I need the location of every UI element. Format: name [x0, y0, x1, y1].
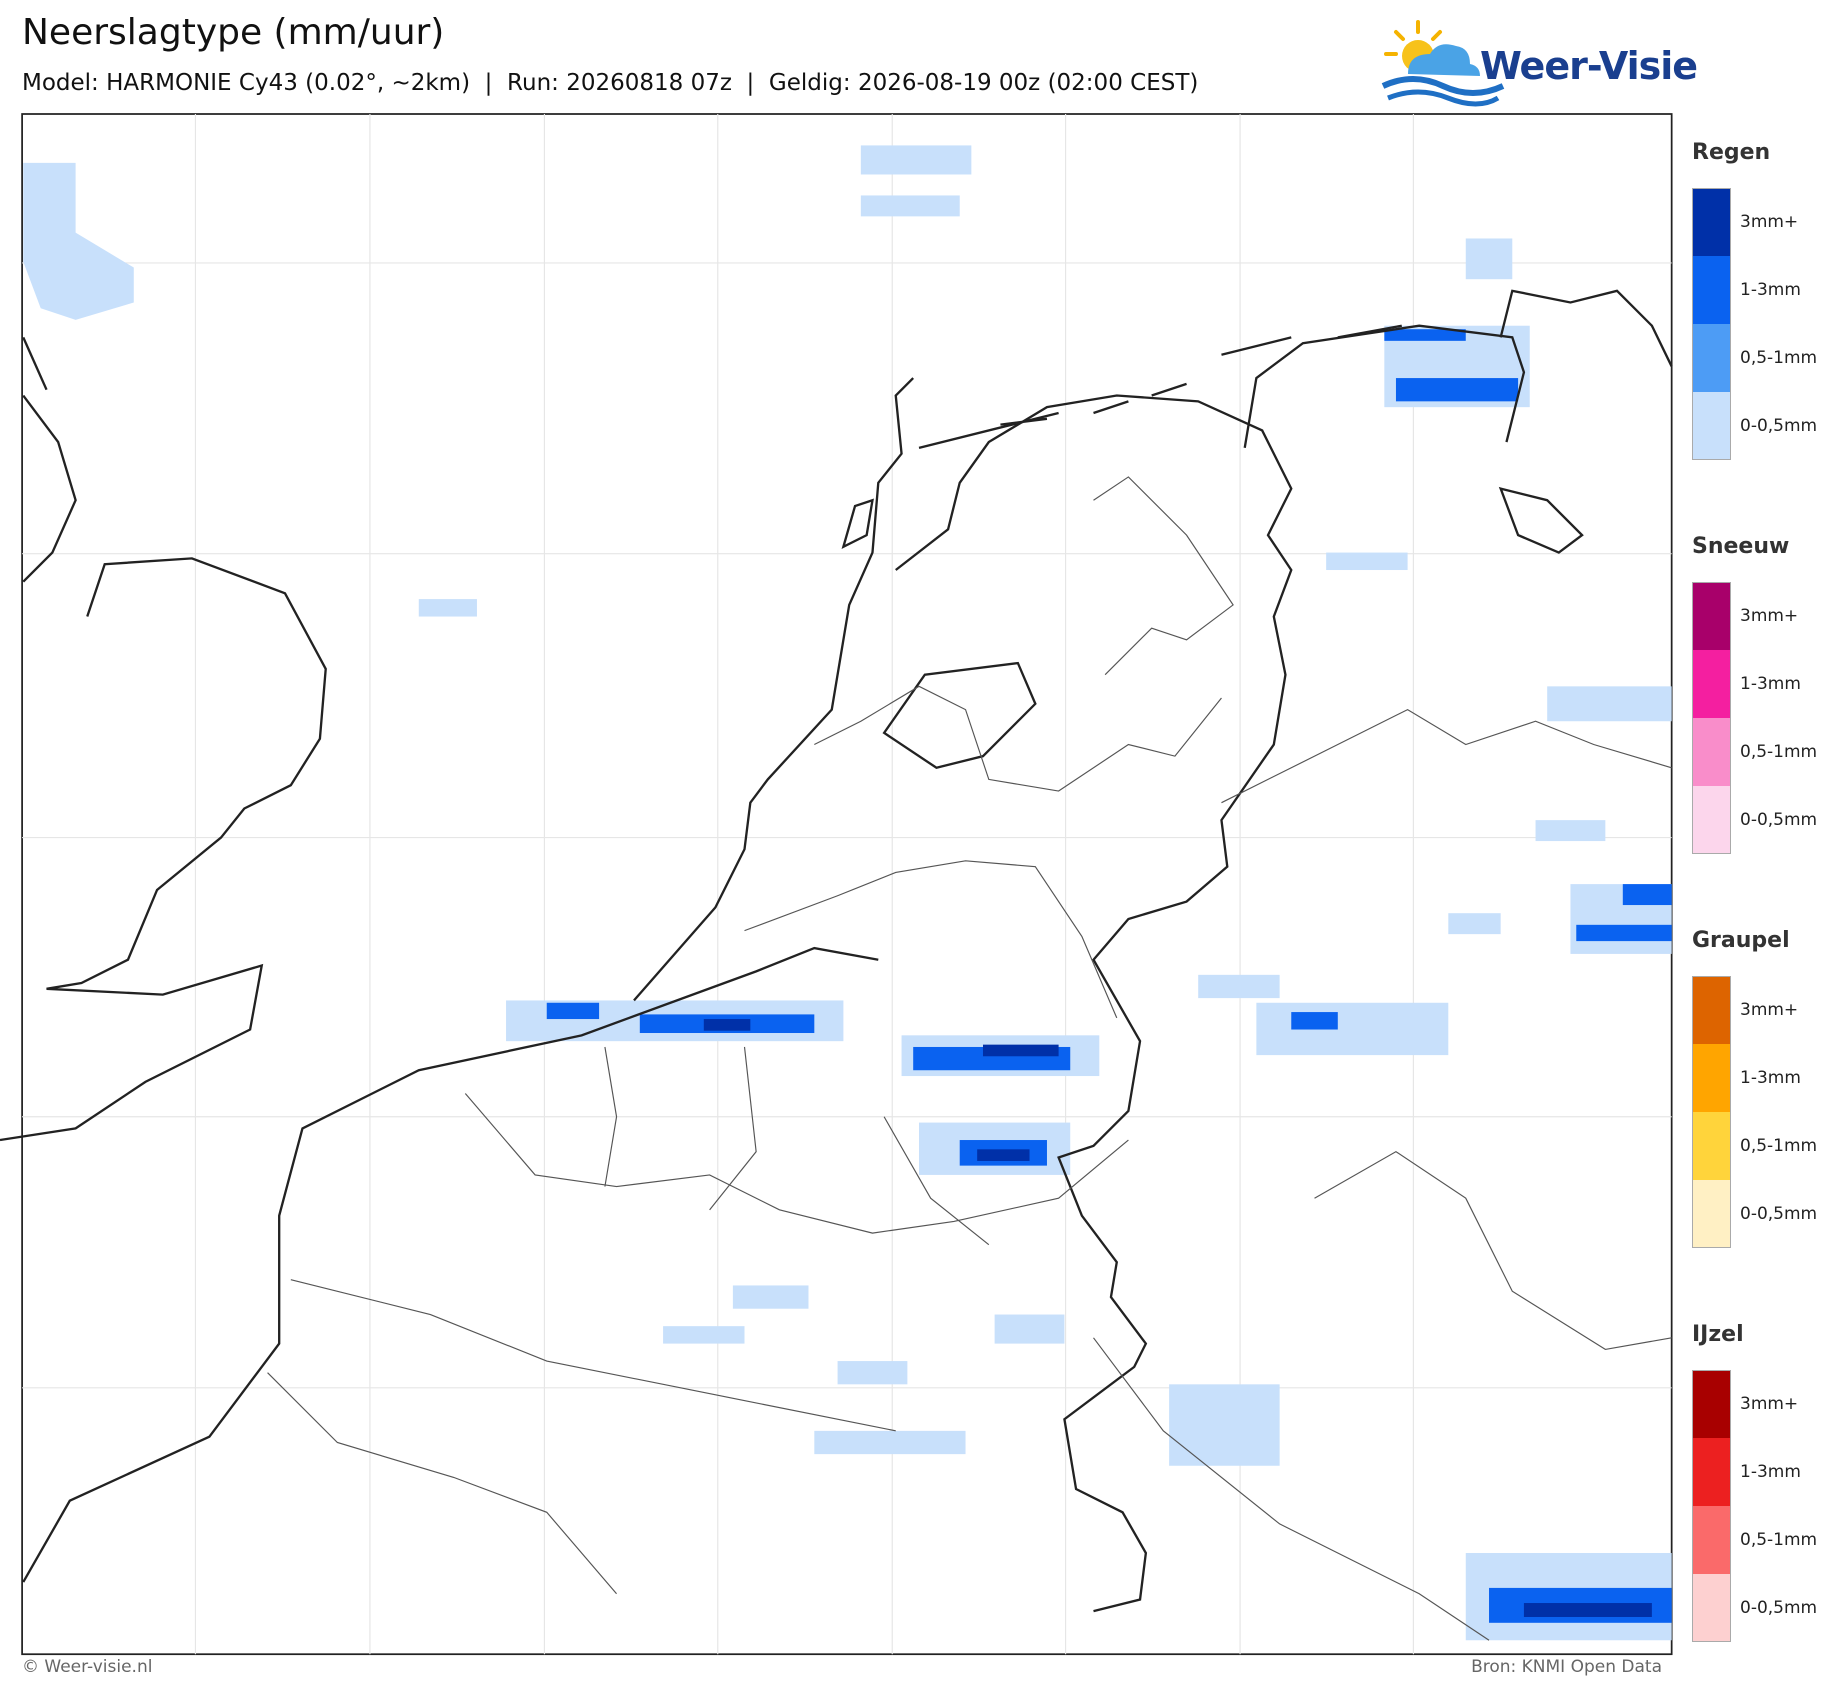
legend-swatch: [1692, 392, 1731, 460]
map: [0, 113, 1673, 1656]
legend-item: 3mm+: [1692, 1370, 1824, 1438]
legend-swatch: [1692, 1506, 1731, 1574]
legend-group: Sneeuw 3mm+ 1-3mm 0,5-1mm 0-0,5mm: [1692, 534, 1824, 854]
legend-label: 0-0,5mm: [1740, 1598, 1818, 1618]
legend-group: Graupel 3mm+ 1-3mm 0,5-1mm 0-0,5mm: [1692, 928, 1824, 1248]
legend-label: 0,5-1mm: [1740, 1136, 1818, 1156]
legend-frame: [1692, 976, 1731, 1248]
subtitle: Model: HARMONIE Cy43 (0.02°, ~2km) | Run…: [22, 70, 1199, 96]
legend-label: 0,5-1mm: [1740, 1530, 1818, 1550]
legend-item: 1-3mm: [1692, 650, 1824, 718]
legend-items: 3mm+ 1-3mm 0,5-1mm 0-0,5mm: [1692, 582, 1824, 854]
legend-swatch: [1692, 1370, 1731, 1438]
legend-item: 3mm+: [1692, 976, 1824, 1044]
legend-item: 0-0,5mm: [1692, 786, 1824, 854]
legend-swatch: [1692, 1180, 1731, 1248]
legend-item: 0-0,5mm: [1692, 1180, 1824, 1248]
legend-frame: [1692, 582, 1731, 854]
legend-label: 3mm+: [1740, 606, 1799, 626]
legend-title: Regen: [1692, 140, 1771, 165]
legend-label: 1-3mm: [1740, 674, 1801, 694]
legend-items: 3mm+ 1-3mm 0,5-1mm 0-0,5mm: [1692, 188, 1824, 460]
legend-item: 3mm+: [1692, 188, 1824, 256]
legend-label: 0,5-1mm: [1740, 348, 1818, 368]
legend-label: 0-0,5mm: [1740, 1204, 1818, 1224]
logo-text: Weer-Visie: [1480, 44, 1698, 88]
legend-swatch: [1692, 188, 1731, 256]
legend-frame: [1692, 1370, 1731, 1642]
legend-label: 0,5-1mm: [1740, 742, 1818, 762]
legend-swatch: [1692, 1438, 1731, 1506]
legend-label: 3mm+: [1740, 212, 1799, 232]
legend-swatch: [1692, 718, 1731, 786]
legend-item: 0-0,5mm: [1692, 392, 1824, 460]
legend-item: 0-0,5mm: [1692, 1574, 1824, 1642]
legend-item: 0,5-1mm: [1692, 1112, 1824, 1180]
legend-swatch: [1692, 976, 1731, 1044]
legend-label: 3mm+: [1740, 1394, 1799, 1414]
legend-title: IJzel: [1692, 1322, 1744, 1347]
legend-group: Regen 3mm+ 1-3mm 0,5-1mm 0-0,5mm: [1692, 140, 1824, 460]
legend-item: 0,5-1mm: [1692, 324, 1824, 392]
legend-swatch: [1692, 1112, 1731, 1180]
legend-label: 0-0,5mm: [1740, 416, 1818, 436]
legend-label: 1-3mm: [1740, 1462, 1801, 1482]
legend-items: 3mm+ 1-3mm 0,5-1mm 0-0,5mm: [1692, 976, 1824, 1248]
legend-item: 1-3mm: [1692, 256, 1824, 324]
legend-group: IJzel 3mm+ 1-3mm 0,5-1mm 0-0,5mm: [1692, 1322, 1824, 1642]
legend-item: 1-3mm: [1692, 1044, 1824, 1112]
legend-item: 0,5-1mm: [1692, 1506, 1824, 1574]
legend-title: Sneeuw: [1692, 534, 1790, 559]
legend-title: Graupel: [1692, 928, 1790, 953]
legend-items: 3mm+ 1-3mm 0,5-1mm 0-0,5mm: [1692, 1370, 1824, 1642]
legend-label: 0-0,5mm: [1740, 810, 1818, 830]
title: Neerslagtype (mm/uur): [22, 12, 445, 53]
logo-icon: [1381, 20, 1505, 107]
legend-swatch: [1692, 1574, 1731, 1642]
legend-swatch: [1692, 582, 1731, 650]
legend-item: 0,5-1mm: [1692, 718, 1824, 786]
legend-item: 1-3mm: [1692, 1438, 1824, 1506]
legend-swatch: [1692, 256, 1731, 324]
legend-frame: [1692, 188, 1731, 460]
legend: Regen 3mm+ 1-3mm 0,5-1mm 0-0,5mm Sneeuw 3mm+ 1-…: [1692, 140, 1824, 1660]
legend-swatch: [1692, 650, 1731, 718]
legend-label: 3mm+: [1740, 1000, 1799, 1020]
legend-swatch: [1692, 324, 1731, 392]
legend-item: 3mm+: [1692, 582, 1824, 650]
legend-label: 1-3mm: [1740, 1068, 1801, 1088]
legend-swatch: [1692, 1044, 1731, 1112]
footer-source: Bron: KNMI Open Data: [1471, 1657, 1662, 1677]
legend-swatch: [1692, 786, 1731, 854]
legend-label: 1-3mm: [1740, 280, 1801, 300]
footer-copyright: © Weer-visie.nl: [22, 1657, 153, 1677]
